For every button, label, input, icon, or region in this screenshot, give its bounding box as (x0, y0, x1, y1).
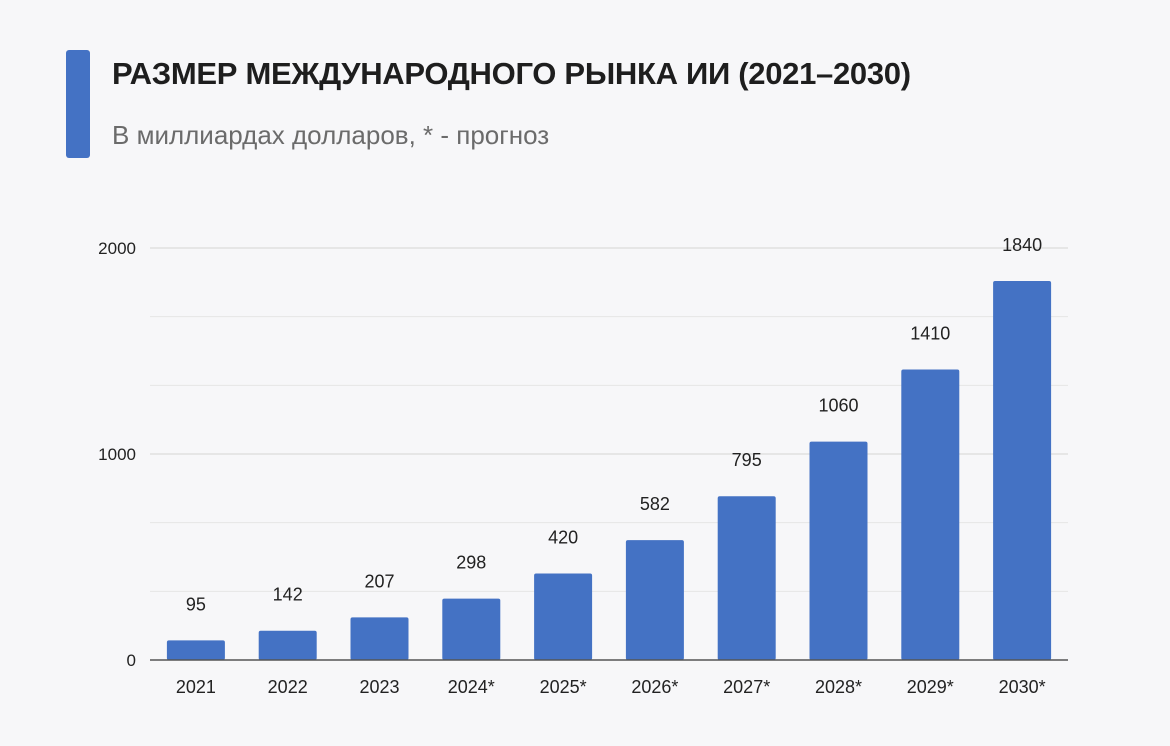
x-tick-label: 2022 (268, 677, 308, 697)
bar-2027* (717, 496, 776, 660)
bar-2026* (625, 540, 684, 660)
data-label: 142 (273, 585, 303, 605)
x-tick-label: 2027* (723, 677, 770, 697)
x-tick-label: 2029* (907, 677, 954, 697)
title-accent-bar (66, 50, 90, 158)
bar-2030* (993, 280, 1052, 660)
y-tick-label: 0 (127, 651, 136, 670)
bar-2024* (442, 598, 501, 660)
x-tick-label: 2028* (815, 677, 862, 697)
x-tick-label: 2026* (631, 677, 678, 697)
chart-subtitle: В миллиардах долларов, * - прогноз (112, 120, 550, 150)
data-label: 298 (456, 553, 486, 573)
bar-2025* (534, 573, 593, 660)
data-label: 207 (364, 571, 394, 591)
data-label: 95 (186, 594, 206, 614)
y-tick-label: 2000 (98, 239, 136, 258)
data-label: 582 (640, 494, 670, 514)
data-label: 1410 (910, 324, 950, 344)
x-tick-label: 2023 (359, 677, 399, 697)
data-label: 795 (732, 450, 762, 470)
x-tick-label: 2024* (448, 677, 495, 697)
data-label: 420 (548, 527, 578, 547)
bar-2028* (809, 441, 868, 660)
bar-2029* (901, 369, 960, 660)
bar-2023 (350, 617, 409, 660)
bar-2021 (166, 640, 225, 660)
data-label: 1060 (818, 396, 858, 416)
y-tick-label: 1000 (98, 445, 136, 464)
data-label: 1840 (1002, 235, 1042, 255)
chart-title: РАЗМЕР МЕЖДУНАРОДНОГО РЫНКА ИИ (2021–203… (112, 56, 911, 91)
x-tick-label: 2021 (176, 677, 216, 697)
x-tick-label: 2025* (540, 677, 587, 697)
x-tick-label: 2030* (999, 677, 1046, 697)
bar-2022 (258, 630, 317, 660)
